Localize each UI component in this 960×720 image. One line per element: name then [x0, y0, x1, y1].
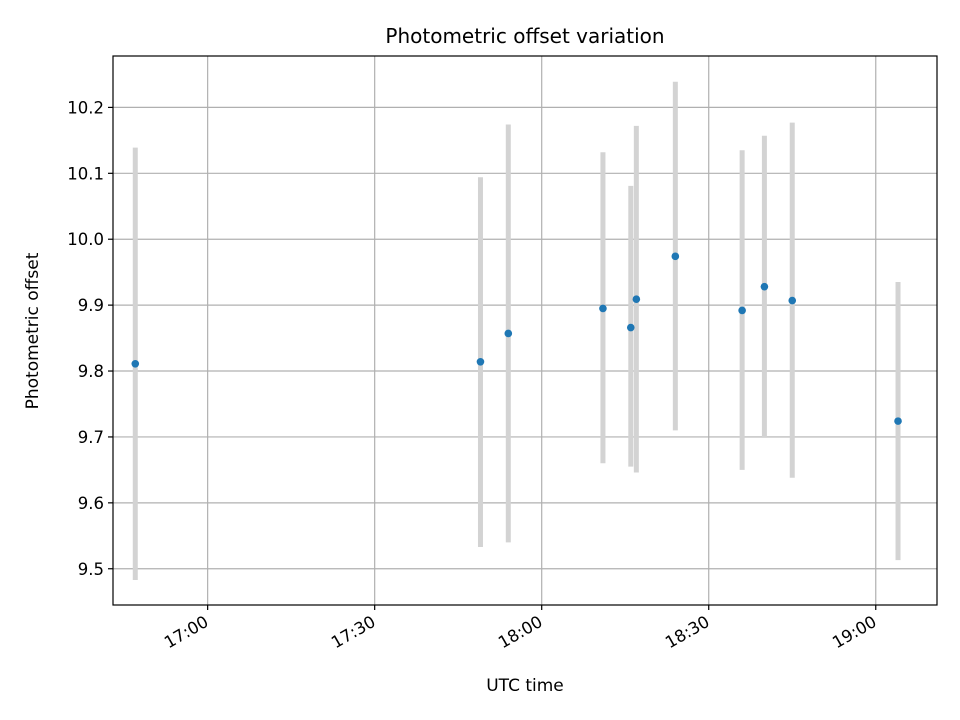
data-point	[894, 417, 902, 425]
x-axis-label: UTC time	[486, 676, 564, 696]
data-point	[760, 282, 769, 291]
y-tick-label: 9.6	[78, 494, 104, 513]
y-tick-label: 9.7	[78, 428, 104, 447]
x-tick-label: 18:30	[662, 612, 713, 652]
x-tick-label: 17:00	[161, 612, 212, 652]
y-tick-label: 10.1	[67, 164, 104, 183]
data-point	[738, 306, 746, 315]
x-tick-label: 18:00	[495, 612, 546, 652]
x-axis-ticks: 17:00 17:30 18:00 18:30 19:00	[161, 605, 880, 652]
y-tick-label: 10.2	[67, 98, 104, 117]
data-point	[131, 359, 140, 368]
data-point	[476, 358, 485, 366]
y-tick-label: 9.9	[78, 296, 104, 315]
data-points	[131, 252, 902, 425]
data-point	[599, 304, 607, 313]
x-tick-label: 19:00	[829, 612, 880, 652]
data-point	[632, 295, 641, 303]
chart-title: Photometric offset variation	[385, 24, 664, 48]
y-tick-label: 10.0	[67, 230, 104, 249]
y-axis-ticks: 9.5 9.6 9.7 9.8 9.9 10.0 10.1 10.2	[67, 98, 113, 579]
y-gridlines	[113, 106, 937, 570]
y-tick-label: 9.5	[78, 560, 104, 579]
plot-frame	[112, 55, 938, 606]
data-point	[504, 329, 513, 338]
data-point	[626, 323, 635, 332]
y-tick-label: 9.8	[78, 362, 104, 381]
x-gridlines	[207, 56, 877, 605]
data-point	[671, 252, 680, 261]
y-axis-label: Photometric offset	[23, 252, 43, 409]
x-tick-label: 17:30	[328, 612, 379, 652]
plot-area	[113, 56, 937, 605]
data-point	[788, 296, 797, 305]
